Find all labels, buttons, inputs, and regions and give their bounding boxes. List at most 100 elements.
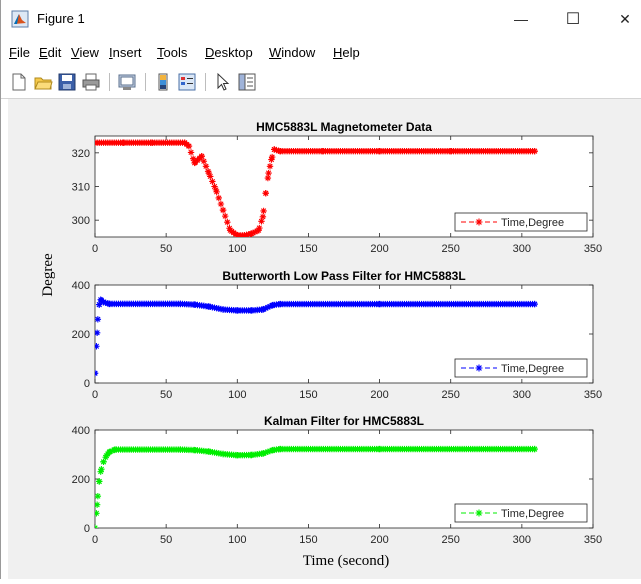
legend-icon[interactable]	[177, 72, 197, 92]
data-point	[234, 232, 241, 237]
data-point	[262, 449, 269, 456]
data-point	[148, 139, 156, 146]
x-tick-label: 300	[513, 389, 531, 401]
data-point	[96, 301, 103, 308]
menu-help-accel: H	[333, 45, 343, 60]
y-tick-label: 0	[84, 523, 90, 535]
menu-desktop[interactable]: Desktop	[205, 45, 253, 60]
menu-edit[interactable]: Edit	[39, 45, 61, 60]
save-icon[interactable]	[57, 72, 77, 92]
data-point	[266, 303, 274, 310]
window-title: Figure 1	[37, 11, 85, 26]
data-point	[111, 446, 119, 453]
data-point	[102, 299, 109, 306]
colorbar-icon[interactable]	[153, 72, 173, 92]
data-point	[219, 206, 227, 214]
new-figure-icon[interactable]	[9, 72, 29, 92]
data-point	[100, 298, 107, 306]
data-point	[103, 452, 110, 459]
x-tick-label: 200	[370, 534, 388, 546]
data-point	[219, 450, 227, 458]
data-point	[209, 178, 216, 185]
data-point	[264, 448, 272, 456]
data-point	[189, 155, 197, 162]
data-point	[264, 304, 272, 311]
menu-edit-rest: dit	[47, 45, 62, 60]
data-point	[120, 139, 127, 146]
x-tick-label: 50	[160, 243, 172, 255]
maximize-button[interactable]: ☐	[553, 6, 593, 32]
pointer-icon[interactable]	[213, 72, 233, 92]
x-tick-label: 350	[584, 534, 602, 546]
data-point	[265, 169, 272, 177]
data-point	[262, 305, 269, 312]
data-point	[268, 153, 276, 161]
menu-file-rest: ile	[16, 45, 30, 60]
close-button[interactable]: ✕	[605, 6, 641, 32]
x-tick-label: 100	[228, 534, 246, 546]
data-point	[95, 524, 99, 528]
menu-tools[interactable]: Tools	[157, 45, 187, 60]
data-point	[276, 300, 284, 308]
subplot-1: HMC5883L Magnetometer Data 0 50 100 150 200 25…	[72, 120, 603, 255]
menu-tools-accel: T	[157, 45, 164, 60]
open-file-icon[interactable]	[33, 72, 53, 92]
data-point	[262, 190, 269, 197]
menu-desktop-accel: D	[205, 45, 215, 60]
figure-toolbar	[1, 66, 641, 99]
x-tick-label: 300	[513, 243, 531, 255]
data-point	[259, 450, 267, 457]
data-point	[191, 446, 198, 454]
figure-plot-area: HMC5883L Magnetometer Data 0 50 100 150 200 25…	[40, 120, 603, 569]
data-point	[212, 186, 220, 194]
menu-help[interactable]: Help	[333, 45, 360, 60]
data-point	[181, 139, 188, 146]
legend-label: Time,Degree	[501, 363, 564, 375]
menu-insert[interactable]: Insert	[109, 45, 142, 60]
data-point	[260, 207, 267, 215]
menu-view-accel: V	[71, 45, 80, 60]
data-point	[108, 447, 116, 455]
data-point	[224, 218, 231, 226]
data-point	[95, 501, 101, 508]
x-tick-label: 150	[299, 389, 317, 401]
legend-box	[454, 358, 588, 378]
figure-canvas: HMC5883L Magnetometer Data 0 50 100 150 200 25…	[8, 99, 641, 579]
data-point	[255, 227, 262, 234]
property-inspector-icon[interactable]	[237, 72, 257, 92]
x-tick-label: 100	[228, 243, 246, 255]
data-point	[95, 329, 101, 336]
x-tick-label: 350	[584, 243, 602, 255]
data-point	[531, 147, 538, 155]
y-tick-label: 400	[72, 425, 90, 437]
menu-tools-rest: ools	[163, 45, 188, 60]
data-point	[271, 146, 278, 153]
data-point	[211, 183, 218, 190]
data-point	[269, 301, 277, 309]
minimize-button[interactable]: —	[501, 6, 541, 32]
x-tick-label: 250	[442, 534, 460, 546]
menu-view[interactable]: View	[71, 45, 99, 60]
menu-view-rest: iew	[79, 45, 99, 60]
x-tick-label: 0	[92, 534, 98, 546]
data-point	[248, 307, 255, 314]
data-point	[191, 159, 198, 167]
data-point	[221, 212, 229, 220]
subplot-2: Butterworth Low Pass Filter for HMC5883L…	[72, 269, 603, 401]
menu-file[interactable]: File	[9, 45, 30, 60]
link-plot-icon[interactable]	[117, 72, 137, 92]
data-point	[269, 446, 277, 454]
data-point	[95, 316, 102, 323]
data-point	[95, 139, 99, 146]
data-point	[256, 224, 263, 232]
menu-window[interactable]: Window	[269, 45, 315, 60]
data-point	[475, 364, 483, 372]
data-point	[213, 188, 220, 196]
menu-bar: File Edit View Insert Tools Desktop Wind…	[1, 40, 641, 66]
menu-edit-accel: E	[39, 45, 48, 60]
data-point	[106, 300, 113, 308]
data-point	[106, 448, 113, 456]
print-icon[interactable]	[81, 72, 101, 92]
data-point	[248, 451, 255, 459]
data-point	[226, 225, 233, 232]
